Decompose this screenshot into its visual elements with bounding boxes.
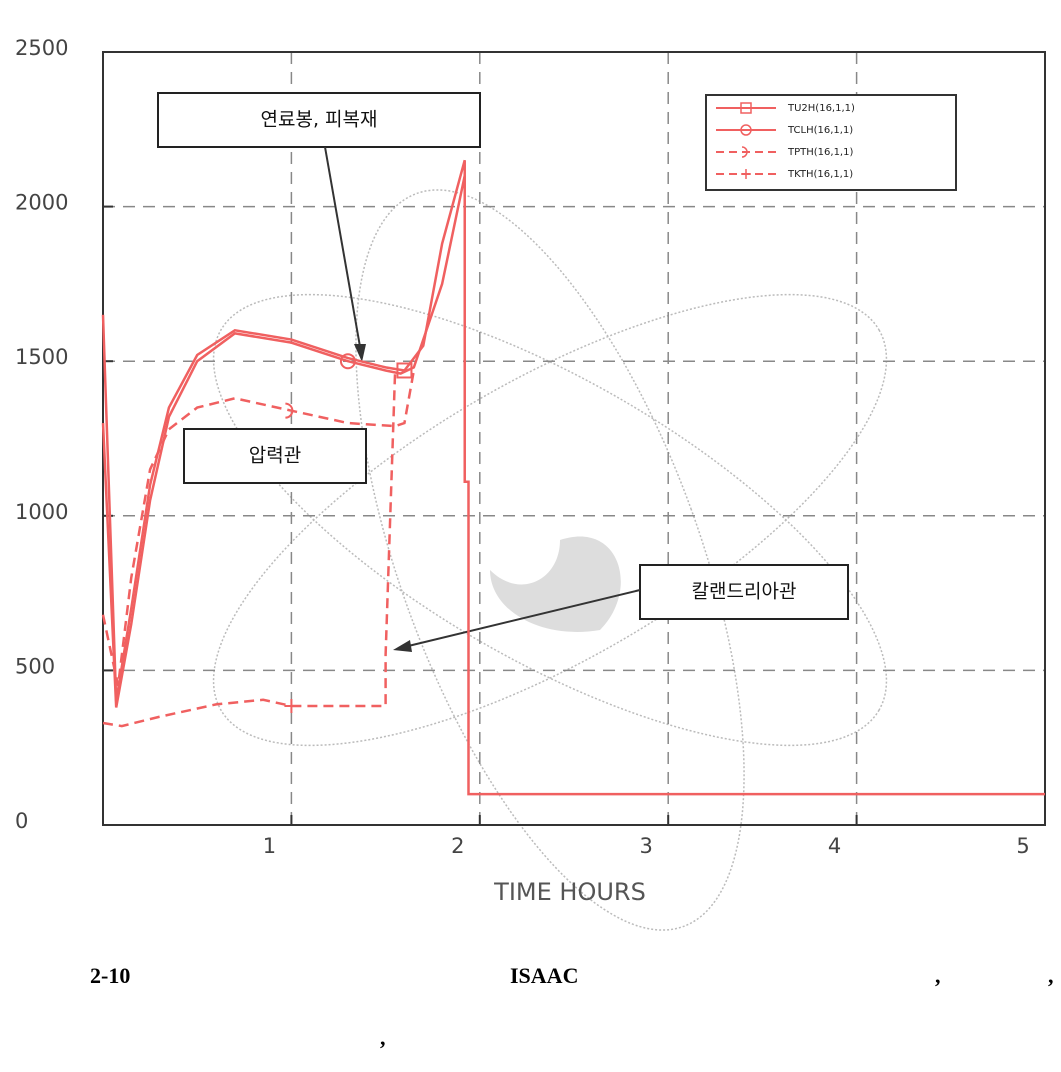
marker xyxy=(284,699,298,713)
caption-text: , xyxy=(1048,963,1054,988)
x-tick-label: 4 xyxy=(828,834,841,858)
x-tick-label: 5 xyxy=(1016,834,1029,858)
watermark-core xyxy=(490,536,621,631)
page: {"chart_data": { "type": "line", "xlabel… xyxy=(0,0,1061,1068)
y-tick-label: 2500 xyxy=(15,36,68,60)
annotation-arrow xyxy=(325,147,362,358)
y-tick-label: 0 xyxy=(15,809,28,833)
watermark-orbit xyxy=(276,142,825,978)
watermark-orbit xyxy=(151,209,949,831)
legend-label: TCLH(16,1,1) xyxy=(787,125,853,136)
arrow-head xyxy=(393,640,412,652)
watermark-orbit xyxy=(151,209,949,831)
annotation-text: 압력관 xyxy=(249,445,301,467)
annotation-text: 칼랜드리아관 xyxy=(692,581,797,603)
legend-label: TU2H(16,1,1) xyxy=(787,103,855,114)
y-tick-label: 1500 xyxy=(15,345,68,369)
y-tick-label: 1000 xyxy=(15,500,68,524)
annotation: 연료봉, 피복재 xyxy=(158,93,480,362)
legend: TU2H(16,1,1) TCLH(16,1,1) TPTH(16,1,1) TKTH… xyxy=(706,95,956,190)
series xyxy=(103,374,395,726)
legend-label: TPTH(16,1,1) xyxy=(787,147,853,158)
caption-text: ISAAC xyxy=(510,963,578,988)
chart: TIME HOURS TU2H(16,1,1) TCLH(16,1,1) TPTH(… xyxy=(0,0,1061,1068)
x-tick-label: 3 xyxy=(640,834,653,858)
y-tick-label: 500 xyxy=(15,654,55,678)
y-tick-label: 2000 xyxy=(15,191,68,215)
x-axis-label: TIME HOURS xyxy=(493,878,646,906)
caption-text: , xyxy=(380,1025,386,1050)
series xyxy=(103,370,414,685)
caption-text: , xyxy=(935,963,941,988)
line xyxy=(103,374,395,726)
x-tick-label: 1 xyxy=(263,834,276,858)
x-tick-label: 2 xyxy=(451,834,464,858)
line xyxy=(103,370,414,685)
annotation: 압력관 xyxy=(184,429,366,483)
legend-label: TKTH(16,1,1) xyxy=(787,169,853,180)
annotation-text: 연료봉, 피복재 xyxy=(261,109,378,131)
caption-text: 2-10 xyxy=(90,963,130,988)
